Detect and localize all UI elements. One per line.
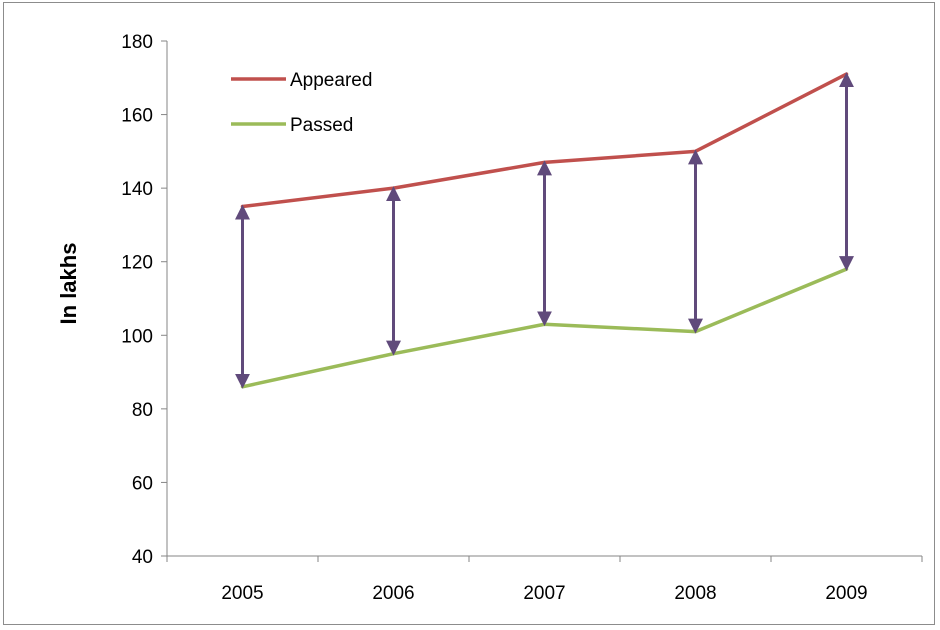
legend-label: Appeared [290, 70, 372, 91]
x-axis-ticks: 2005 2006 2007 2008 2009 [166, 556, 923, 604]
legend-item-appeared: Appeared [231, 70, 372, 91]
y-axis-ticks: 40 60 80 100 120 140 160 180 [121, 32, 167, 568]
y-tick-label: 100 [121, 326, 153, 347]
gap-arrows [235, 72, 854, 389]
legend-label: Passed [290, 115, 353, 136]
x-tick-label: 2006 [372, 583, 414, 604]
y-tick-label: 60 [132, 473, 153, 494]
legend-item-passed: Passed [231, 115, 353, 136]
y-tick-label: 180 [121, 32, 153, 53]
y-tick-label: 80 [132, 400, 153, 421]
y-tick-label: 120 [121, 253, 153, 274]
chart-frame [3, 2, 935, 625]
y-tick-label: 160 [121, 106, 153, 127]
legend: Appeared Passed [231, 70, 372, 136]
y-axis-title: In lakhs [56, 243, 81, 325]
y-tick-label: 40 [132, 547, 153, 568]
y-tick-label: 140 [121, 179, 153, 200]
x-tick-label: 2009 [825, 583, 867, 604]
x-tick-label: 2007 [523, 583, 565, 604]
x-tick-label: 2008 [674, 583, 716, 604]
x-tick-label: 2005 [221, 583, 263, 604]
axes [166, 41, 922, 557]
